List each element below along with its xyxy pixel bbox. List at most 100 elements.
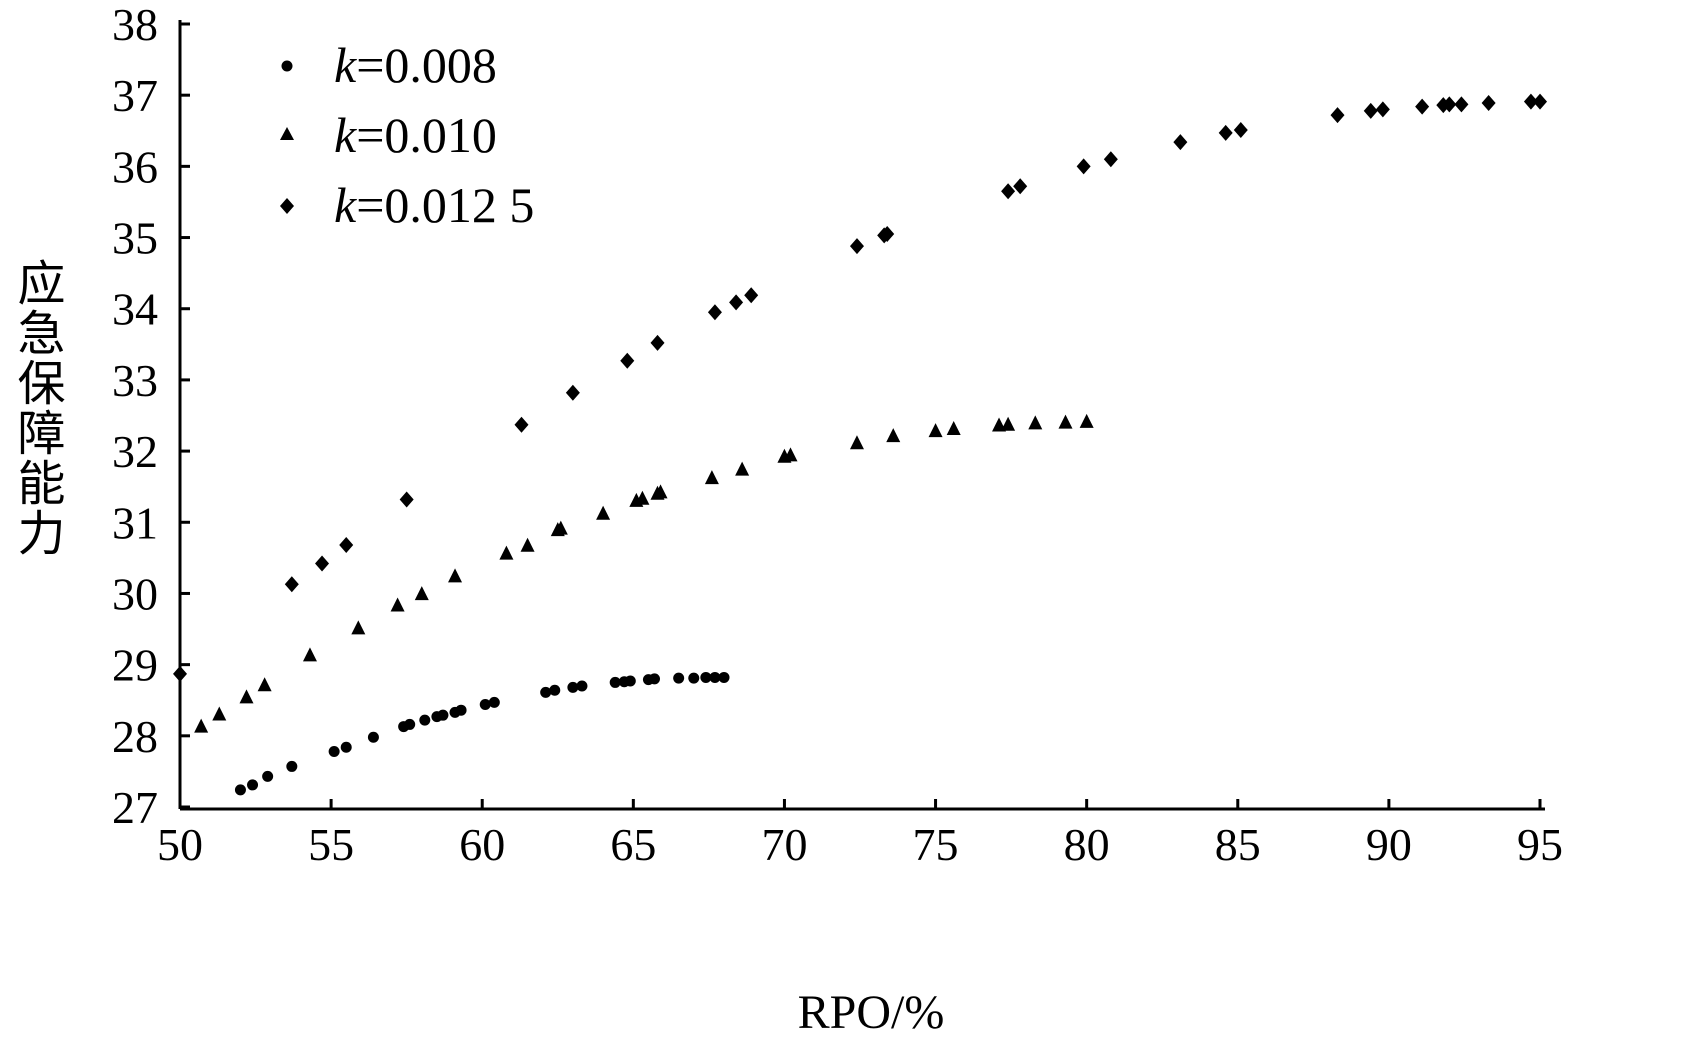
data-point-series-3: [315, 555, 330, 572]
x-tick-label: 50: [157, 819, 203, 870]
x-tick-label: 90: [1366, 819, 1412, 870]
data-point-series-1: [576, 680, 588, 692]
data-point-series-2: [704, 470, 719, 485]
y-tick-label: 33: [112, 355, 158, 406]
data-point-series-2: [257, 677, 272, 692]
data-point-series-1: [367, 731, 379, 743]
data-point-series-2: [596, 505, 611, 520]
x-tick-label: 95: [1517, 819, 1563, 870]
legend-item-3: k=0.012 5: [280, 177, 534, 233]
data-point-series-1: [567, 681, 579, 693]
data-point-series-3: [1173, 134, 1188, 151]
data-point-series-3: [620, 352, 635, 369]
data-point-series-3: [1330, 107, 1345, 124]
x-tick-label: 70: [761, 819, 807, 870]
data-point-series-1: [419, 714, 431, 726]
data-point-series-1: [437, 709, 449, 721]
data-point-series-1: [455, 704, 467, 716]
data-point-series-3: [729, 294, 744, 311]
data-point-series-3: [880, 225, 895, 242]
data-point-series-3: [1103, 151, 1118, 168]
y-tick-label: 27: [112, 782, 158, 833]
data-point-series-1: [540, 686, 552, 698]
y-tick-label: 28: [112, 711, 158, 762]
data-point-series-2: [1001, 416, 1016, 431]
data-point-series-2: [1058, 414, 1073, 429]
x-tick-label: 60: [459, 819, 505, 870]
data-point-series-1: [609, 676, 621, 688]
y-tick-label: 30: [112, 568, 158, 619]
data-point-series-3: [1233, 122, 1248, 139]
data-point-series-3: [1481, 95, 1496, 112]
data-point-series-3: [565, 384, 580, 401]
data-point-series-3: [1523, 93, 1538, 110]
data-point-series-1: [709, 671, 721, 683]
data-point-series-3: [1442, 96, 1457, 113]
data-point-series-2: [735, 461, 750, 476]
data-point-series-2: [946, 421, 961, 436]
y-tick-label: 32: [112, 426, 158, 477]
data-point-series-2: [1028, 415, 1043, 430]
data-point-series-2: [499, 545, 514, 560]
y-tick-label: 29: [112, 640, 158, 691]
data-point-series-2: [239, 689, 254, 704]
legend-label-3: k=0.012 5: [334, 177, 534, 233]
data-point-series-2: [653, 484, 668, 499]
data-point-series-1: [262, 770, 274, 782]
legend-label-2: k=0.010: [334, 107, 497, 163]
data-point-series-3: [849, 238, 864, 255]
data-point-series-3: [707, 304, 722, 321]
data-point-series-3: [1363, 102, 1378, 119]
data-point-series-2: [448, 568, 463, 583]
x-ticks: 50 55 60 65 70 75 80 85 90 95: [157, 799, 1563, 870]
y-tick-label: 36: [112, 141, 158, 192]
data-point-series-1: [624, 675, 636, 687]
y-tick-label: 31: [112, 497, 158, 548]
x-tick-label: 55: [308, 819, 354, 870]
data-point-series-1: [340, 741, 352, 753]
data-point-series-3: [1454, 96, 1469, 113]
data-point-series-2: [849, 435, 864, 450]
data-point-series-2: [1079, 413, 1094, 428]
legend-marker-diamond: [280, 198, 294, 214]
data-point-series-2: [351, 620, 366, 635]
x-tick-label: 85: [1215, 819, 1261, 870]
data-point-series-2: [886, 428, 901, 443]
x-tick-label: 80: [1064, 819, 1110, 870]
data-point-series-1: [648, 673, 660, 685]
data-point-series-1: [479, 698, 491, 710]
data-point-series-3: [1218, 124, 1233, 141]
y-tick-label: 38: [112, 0, 158, 50]
legend-marker-circle: [281, 60, 293, 72]
data-point-series-3: [744, 287, 759, 304]
data-point-series-3: [339, 537, 354, 554]
data-point-series-3: [1076, 158, 1091, 175]
legend-item-1: k=0.008: [281, 37, 497, 93]
data-point-series-1: [286, 760, 298, 772]
data-point-series-2: [414, 586, 429, 601]
data-point-series-1: [549, 684, 561, 696]
y-ticks: 27 28 29 30 31 32 33 34 35 36 37 38: [112, 0, 190, 833]
data-point-series-2: [212, 706, 227, 721]
data-point-series-2: [553, 520, 568, 535]
data-point-series-3: [173, 665, 187, 682]
data-point-series-1: [718, 671, 730, 683]
x-tick-label: 75: [913, 819, 959, 870]
data-point-series-1: [234, 784, 246, 796]
y-tick-label: 34: [112, 284, 158, 335]
data-point-series-1: [673, 672, 685, 684]
data-point-series-2: [194, 718, 209, 733]
x-tick-label: 65: [610, 819, 656, 870]
legend: k=0.008 k=0.010 k=0.012 5: [280, 37, 534, 233]
y-axis-title: 应急保障能力: [10, 258, 65, 558]
data-point-series-1: [247, 779, 259, 791]
data-point-series-3: [1415, 98, 1430, 115]
data-point-series-3: [1001, 183, 1016, 200]
data-point-series-3: [399, 491, 414, 508]
data-point-series-2: [520, 537, 535, 552]
data-point-series-3: [284, 576, 299, 593]
data-points: [173, 93, 1547, 796]
data-point-series-1: [404, 718, 416, 730]
data-point-series-2: [635, 490, 650, 505]
